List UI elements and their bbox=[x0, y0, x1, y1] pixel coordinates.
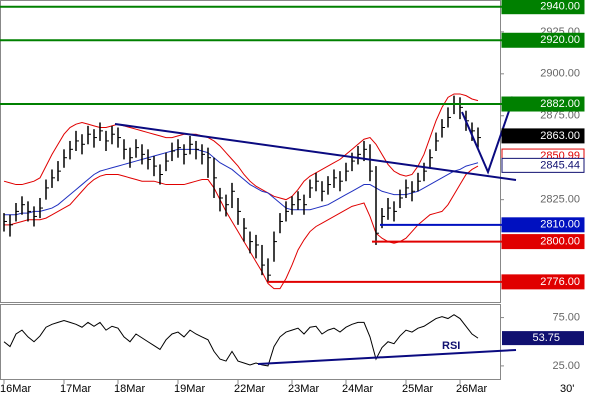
price-frame bbox=[0, 0, 501, 303]
moving-average bbox=[4, 148, 479, 216]
x-tick-label: 19Mar bbox=[174, 383, 206, 395]
y-tick-label: 2875.00 bbox=[540, 110, 580, 122]
rsi-tick-label: 25.00 bbox=[552, 360, 580, 372]
x-tick-label: 16Mar bbox=[0, 383, 32, 395]
level-label: 2800.00 bbox=[540, 236, 580, 248]
upper-band bbox=[3, 93, 479, 201]
x-tick-label: 23Mar bbox=[288, 383, 320, 395]
rsi-label: RSI bbox=[442, 340, 460, 352]
rsi-line bbox=[3, 314, 479, 367]
y-tick-label: 2825.00 bbox=[540, 194, 580, 206]
rsi-last-label: 53.75 bbox=[532, 332, 560, 344]
level-label: 2810.00 bbox=[540, 219, 580, 231]
level-label: 2845.44 bbox=[540, 159, 580, 171]
x-tick-label: 26Mar bbox=[456, 383, 488, 395]
rsi-tick-label: 75.00 bbox=[552, 311, 580, 323]
level-label: 2776.00 bbox=[540, 276, 580, 288]
level-box bbox=[501, 274, 585, 290]
rsi-frame bbox=[0, 304, 501, 380]
level-label: 2882.00 bbox=[540, 98, 580, 110]
level-box bbox=[501, 0, 585, 15]
x-tick-label: 22Mar bbox=[234, 383, 266, 395]
plot-layer: 2925.002900.002875.002825.0075.0025.0016… bbox=[0, 26, 580, 395]
x-tick-label: 18Mar bbox=[114, 383, 146, 395]
level-box bbox=[501, 217, 585, 233]
level-label: 2863.00 bbox=[540, 130, 580, 142]
level-box bbox=[501, 234, 585, 250]
level-box bbox=[501, 157, 585, 173]
trend-line bbox=[114, 123, 517, 181]
level-box bbox=[501, 128, 585, 144]
level-box bbox=[501, 32, 585, 48]
lower-band bbox=[4, 165, 479, 290]
x-tick-label: 25Mar bbox=[402, 383, 434, 395]
rsi-last-box bbox=[502, 331, 584, 346]
rsi-trend-line bbox=[257, 349, 517, 365]
level-label: 2920.00 bbox=[540, 34, 580, 46]
x-tick-label: 24Mar bbox=[342, 383, 374, 395]
level-box bbox=[501, 96, 585, 112]
level-label: 2940.00 bbox=[540, 1, 580, 13]
timeframe: 30' bbox=[560, 383, 574, 395]
x-tick-label: 17Mar bbox=[60, 383, 92, 395]
y-tick-label: 2900.00 bbox=[540, 68, 580, 80]
